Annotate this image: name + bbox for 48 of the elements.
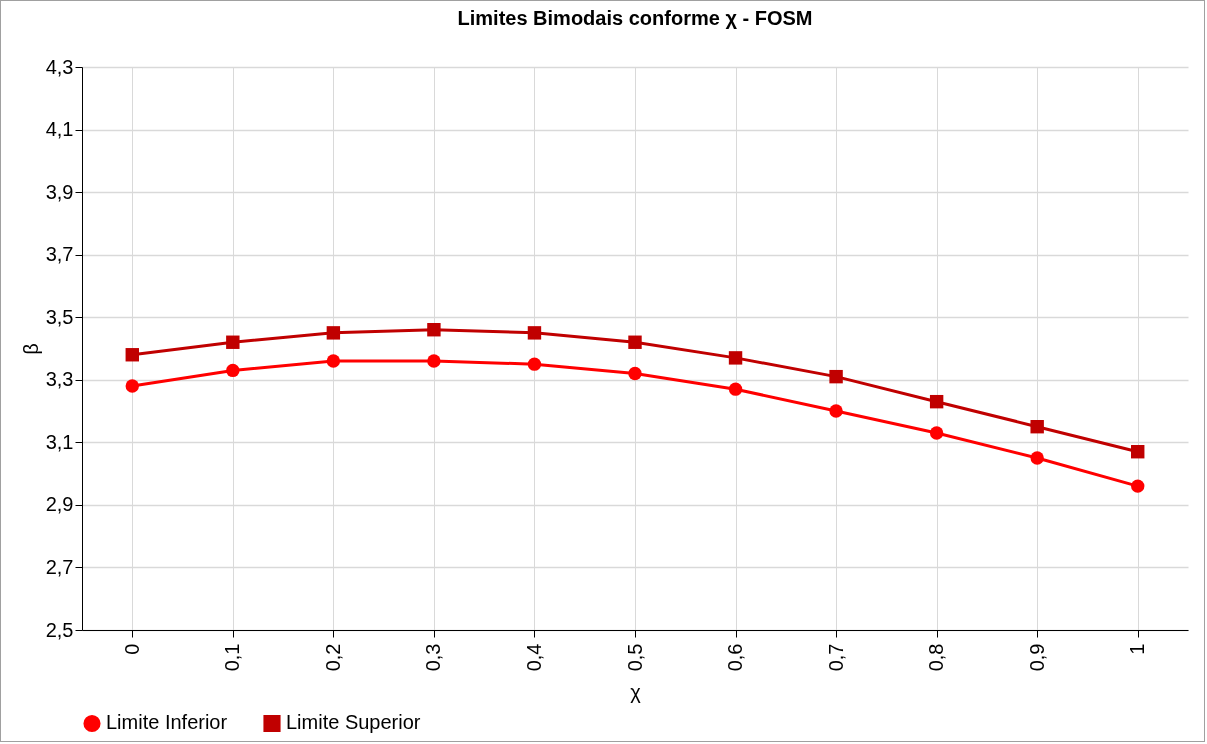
- y-tick-label: 3,3: [45, 368, 74, 391]
- chart-title: Limites Bimodais conforme χ - FOSM: [457, 7, 813, 29]
- point: [829, 404, 843, 418]
- x-tick-label: 0: [120, 643, 143, 655]
- x-tick-label: 0,3: [422, 643, 445, 672]
- x-tick-label: 0,5: [623, 643, 646, 672]
- point: [1131, 479, 1145, 493]
- y-tick-label: 2,9: [45, 493, 74, 516]
- x-tick-label: 0,2: [321, 643, 344, 672]
- x-tick-label: 0,6: [724, 643, 747, 672]
- point: [125, 379, 139, 393]
- point: [527, 326, 542, 340]
- point: [1131, 445, 1145, 459]
- y-tick-label: 2,5: [45, 618, 74, 641]
- y-tick-label: 3,5: [45, 305, 74, 328]
- y-tick-label: 3,9: [45, 180, 74, 203]
- x-tick-label: 0,1: [221, 643, 244, 672]
- point: [628, 366, 642, 381]
- x-tick-label: 0,8: [925, 643, 948, 672]
- point: [929, 394, 944, 409]
- x-tick-label: 1: [1126, 643, 1149, 655]
- y-tick-label: 4,3: [45, 55, 74, 78]
- y-tick-label: 3,1: [45, 430, 74, 453]
- y-axis-title: β: [19, 343, 42, 355]
- x-tick-label: 0,7: [824, 643, 847, 672]
- point: [728, 382, 743, 396]
- point: [1030, 451, 1044, 465]
- point: [125, 348, 139, 362]
- x-tick-label: 0,4: [522, 643, 545, 672]
- point: [829, 369, 843, 384]
- point: [326, 354, 341, 368]
- point: [427, 323, 441, 337]
- x-axis-title: χ: [630, 681, 642, 704]
- y-tick-label: 3,7: [45, 243, 74, 266]
- point: [226, 363, 240, 378]
- point: [1030, 419, 1044, 434]
- y-tick-label: 4,1: [45, 118, 74, 141]
- point: [929, 426, 944, 440]
- legend-label: Limite Superior: [286, 711, 421, 734]
- point: [527, 357, 542, 371]
- legend-label: Limite Inferior: [106, 711, 228, 734]
- point: [728, 351, 743, 365]
- point: [326, 326, 341, 340]
- point: [226, 335, 240, 349]
- point: [628, 335, 642, 349]
- y-tick-label: 2,7: [45, 555, 74, 578]
- point: [427, 354, 441, 368]
- x-tick-label: 0,9: [1025, 643, 1048, 672]
